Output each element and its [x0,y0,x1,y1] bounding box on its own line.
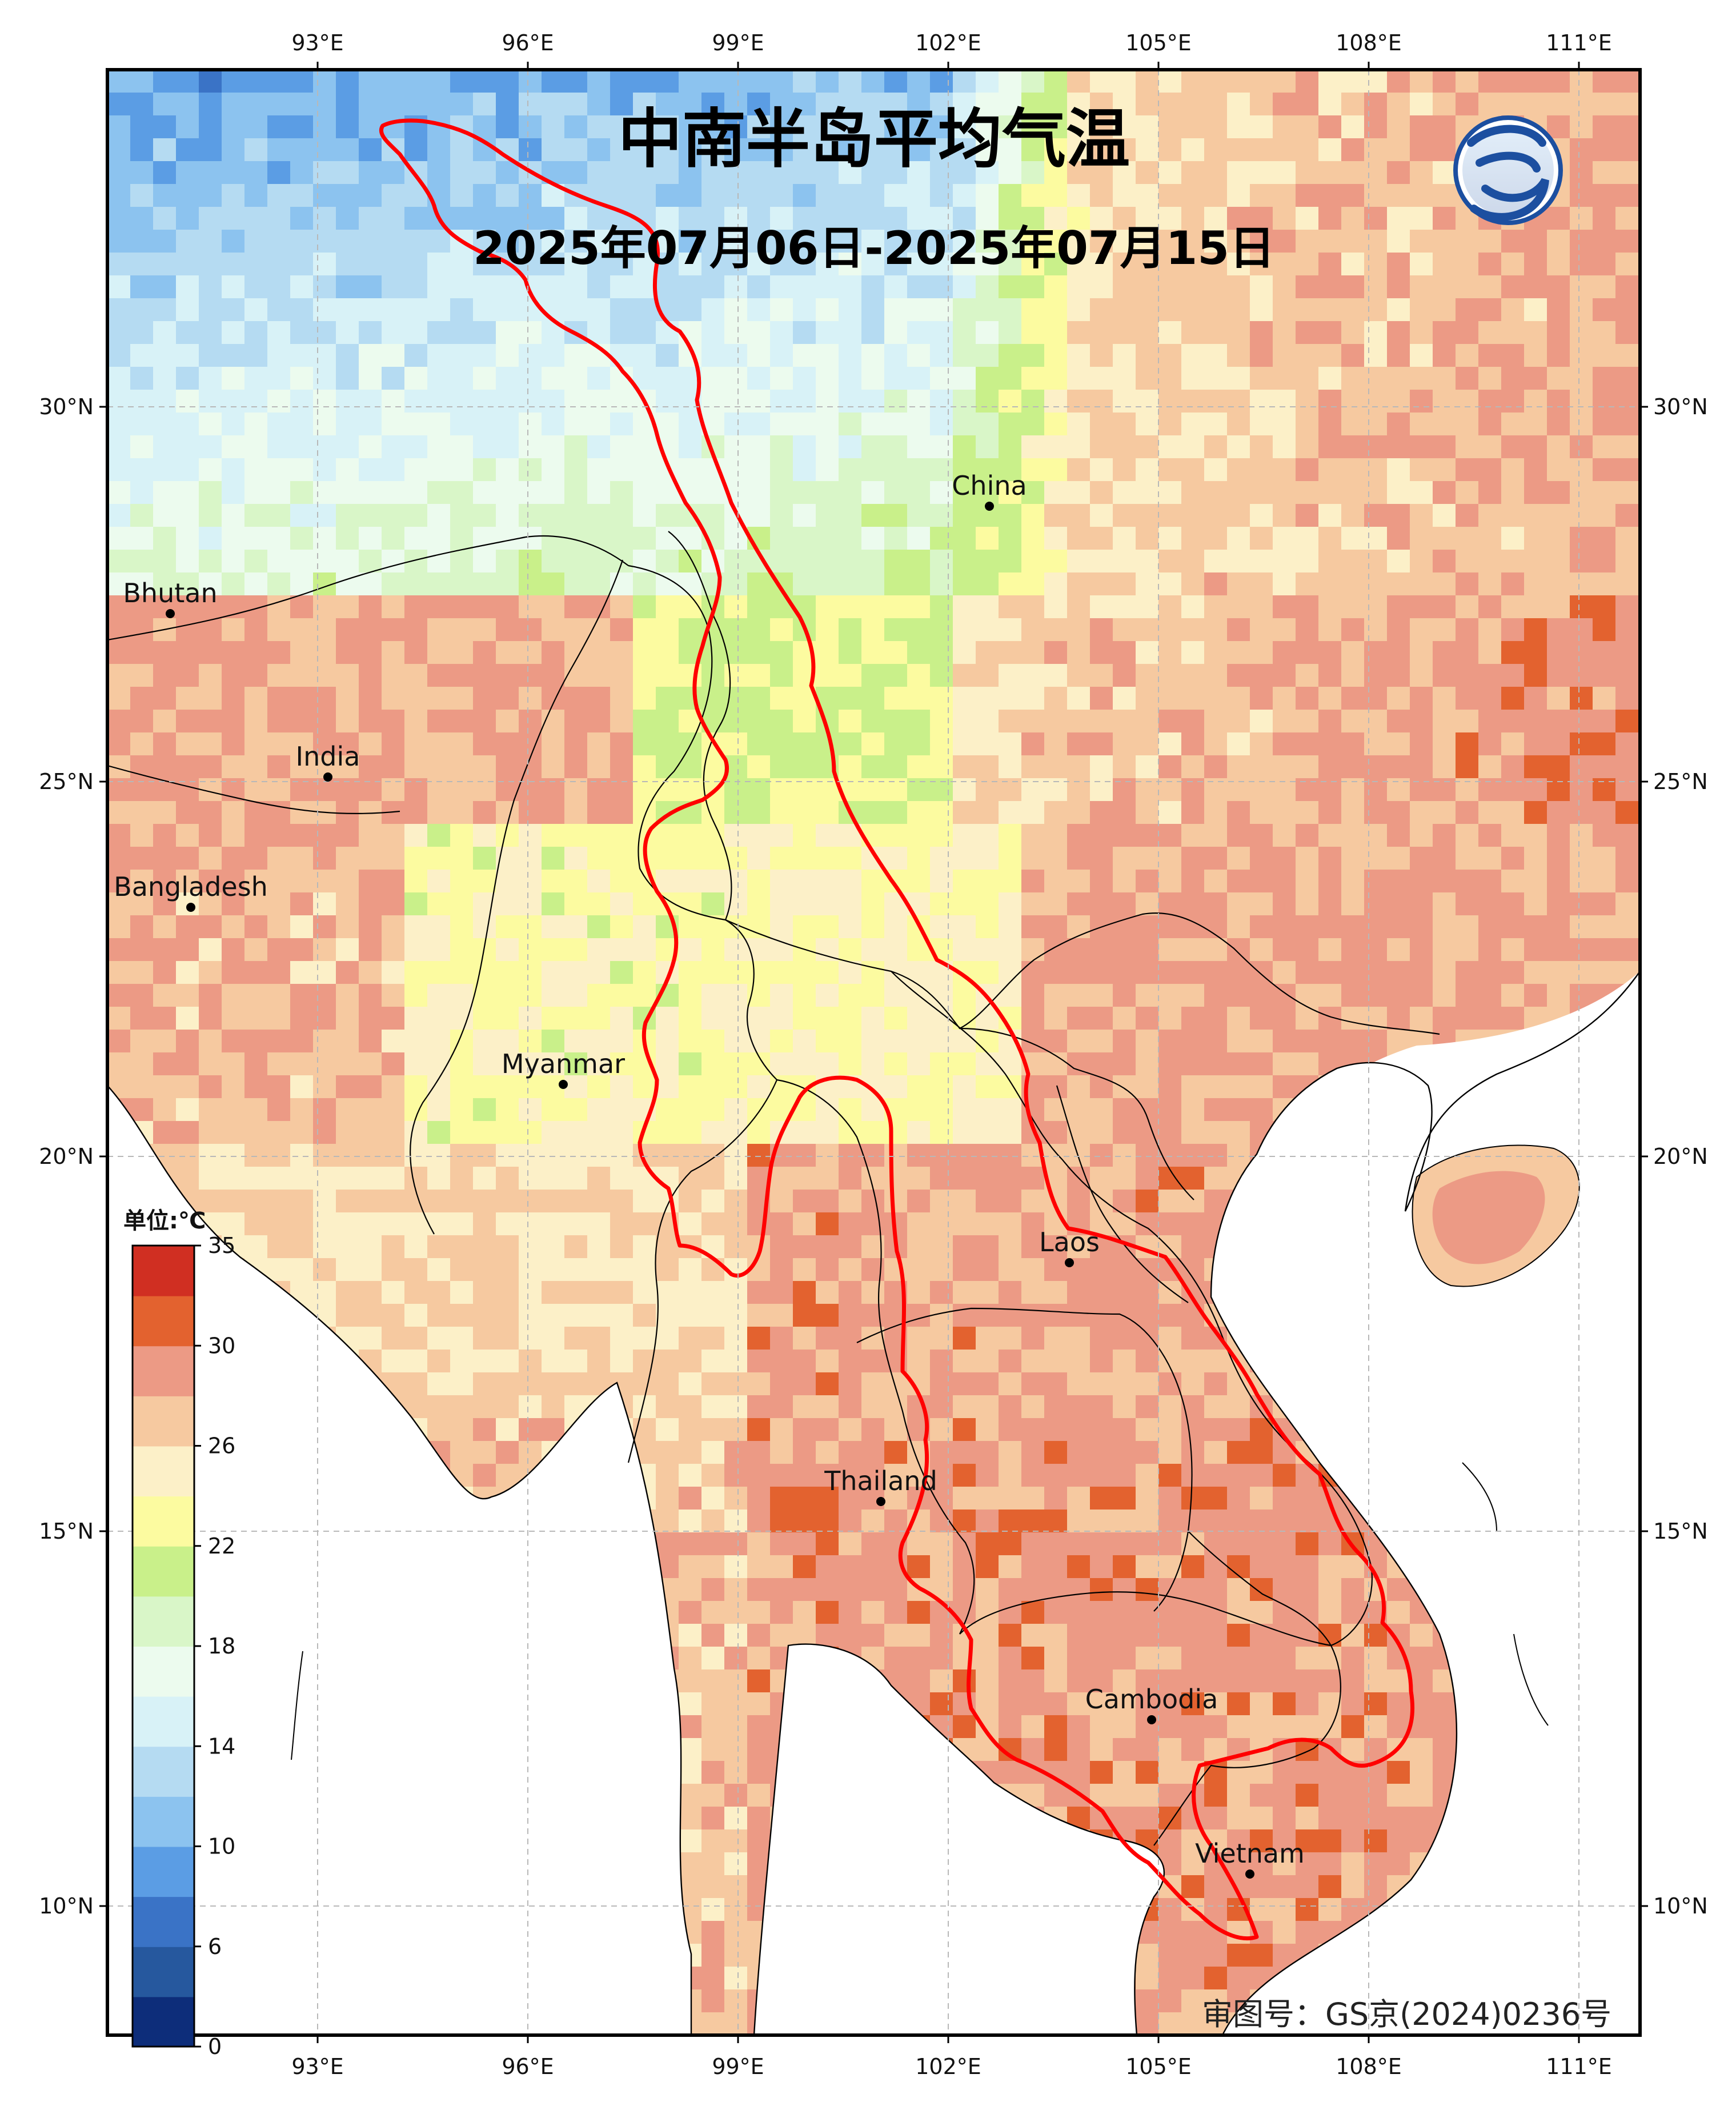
hainan-core [1432,1171,1545,1264]
lat-label-left-15: 15°N [39,1519,94,1544]
colorbar [133,1246,194,2047]
gulf-of-thailand [754,1644,1164,2035]
lon-label-bottom-93: 93°E [291,2054,343,2079]
place-label-cambodia: Cambodia [1085,1684,1218,1715]
bay-of-bengal [107,1086,691,2035]
colorbar-segment [133,1996,194,2047]
place-label-vietnam: Vietnam [1195,1838,1305,1869]
lat-label-right-25: 25°N [1653,769,1708,794]
colorbar-segment [133,1846,194,1897]
lat-label-right-15: 15°N [1653,1519,1708,1544]
lon-label-bottom-111: 111°E [1546,2054,1612,2079]
place-dot-india [323,772,332,782]
place-dot-china [985,502,994,511]
place-label-thailand: Thailand [824,1466,937,1496]
colorbar-segment [133,1346,194,1396]
graticule-lines [107,70,1640,2035]
place-dot-cambodia [1147,1715,1156,1724]
place-label-laos: Laos [1039,1227,1100,1258]
colorbar-segment [133,1696,194,1747]
place-dot-laos [1065,1258,1074,1267]
colorbar-tick-label: 22 [208,1534,235,1559]
colorbar-segment [133,1395,194,1447]
colorbar-tick-label: 0 [208,2034,222,2059]
place-dot-myanmar [559,1080,568,1089]
colorbar-tick-label: 18 [208,1633,235,1659]
colorbar-segment [133,1596,194,1647]
colorbar-ticks: 0 6 10 14 18 22 26 30 35 [194,1233,235,2059]
lon-label-bottom-102: 102°E [915,2054,981,2079]
lon-label-bottom-99: 99°E [712,2054,764,2079]
place-label-bangladesh: Bangladesh [114,871,268,902]
place-label-china: China [952,470,1027,501]
lon-label-top-111: 111°E [1546,30,1612,55]
map-frame [106,68,1642,2037]
colorbar-tick-label: 35 [208,1233,235,1258]
tick-marks [99,62,1648,2043]
logo-icon: 气 [1453,115,1563,225]
colorbar-tick-label: 10 [208,1834,235,1859]
lon-label-top-93: 93°E [291,30,343,55]
lat-label-right-30: 30°N [1653,394,1708,419]
colorbar-segment [133,1946,194,1997]
colorbar-tick-label: 26 [208,1434,235,1459]
colorbar-segment [133,1446,194,1497]
colorbar-tick-label: 14 [208,1733,235,1759]
place-label-myanmar: Myanmar [502,1048,625,1079]
colorbar-segment [133,1295,194,1347]
colorbar-segment [133,1546,194,1597]
lon-label-top-108: 108°E [1336,30,1402,55]
colorbar-segment [133,1246,194,1296]
place-dot-vietnam [1245,1869,1254,1879]
coastlines [107,971,1640,2035]
place-dot-thailand [876,1497,885,1506]
lat-label-left-20: 20°N [39,1144,94,1169]
lon-label-top-105: 105°E [1125,30,1192,55]
lon-label-bottom-96: 96°E [502,2054,554,2079]
place-dot-bhutan [166,609,175,618]
lat-label-right-20: 20°N [1653,1144,1708,1169]
colorbar-tick-label: 6 [208,1934,222,1959]
lon-label-top-96: 96°E [502,30,554,55]
lon-label-top-99: 99°E [712,30,764,55]
lat-label-left-25: 25°N [39,769,94,794]
lon-label-top-102: 102°E [915,30,981,55]
lat-label-left-10: 10°N [39,1893,94,1919]
colorbar-segment [133,1496,194,1547]
colorbar-segment [133,1896,194,1947]
place-dot-bangladesh [186,903,195,912]
map-title: 中南半岛平均气温 [618,102,1130,177]
map-subtitle: 2025年07月06日-2025年07月15日 [473,222,1275,275]
colorbar-tick-label: 30 [208,1333,235,1358]
lon-label-bottom-105: 105°E [1125,2054,1192,2079]
gulf-of-tonkin [1257,1063,1432,1216]
place-label-bhutan: Bhutan [123,578,217,608]
colorbar-segment [133,1796,194,1847]
approval-number: 审图号：GS京(2024)0236号 [1202,1996,1611,2032]
place-markers: China Bhutan India Bangladesh Myanmar La… [114,470,1305,1879]
colorbar-segment [133,1646,194,1697]
lat-label-left-30: 30°N [39,394,94,419]
mekong-basin-outline [379,118,1415,1941]
colorbar-unit-label: 单位:℃ [123,1208,206,1234]
colorbar-segment [133,1746,194,1797]
lat-label-right-10: 10°N [1653,1893,1708,1919]
place-label-india: India [296,741,360,772]
lon-label-bottom-108: 108°E [1336,2054,1402,2079]
